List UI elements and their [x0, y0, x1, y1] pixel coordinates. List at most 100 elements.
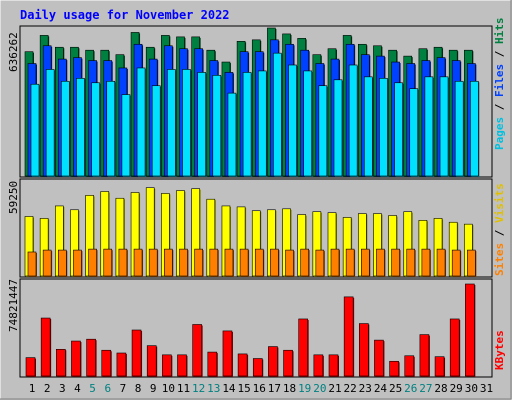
pages-bar-16 — [257, 70, 268, 177]
x-label-day-9: 9 — [150, 382, 157, 395]
sites-bar-14 — [224, 248, 234, 277]
legend-files: Files — [493, 64, 506, 97]
pages-bar-18 — [288, 64, 298, 177]
x-label-day-15: 15 — [237, 382, 250, 395]
chart-title: Daily usage for November 2022 — [20, 8, 230, 22]
pages-bar-7 — [121, 94, 131, 177]
sites-bar-2 — [42, 249, 53, 277]
sites-bar-27 — [421, 248, 431, 277]
pages-bar-24 — [379, 78, 389, 177]
sites-bar-4 — [73, 249, 83, 277]
x-label-day-19: 19 — [298, 382, 311, 395]
pages-bar-9 — [151, 85, 162, 177]
x-label-day-13: 13 — [207, 382, 220, 395]
pages-bar-20 — [318, 85, 328, 177]
kbytes-bar-20 — [313, 354, 324, 377]
kbytes-bar-14 — [222, 330, 233, 377]
x-label-day-3: 3 — [59, 382, 66, 395]
pages-bar-14 — [227, 92, 237, 177]
x-label-day-29: 29 — [450, 382, 463, 395]
kbytes-bar-10 — [162, 354, 173, 377]
kbytes-bars — [25, 283, 476, 377]
x-label-day-11: 11 — [177, 382, 190, 395]
legend-pages: Pages — [493, 117, 506, 150]
sites-bar-7 — [118, 248, 128, 277]
pages-bar-21 — [333, 79, 343, 177]
pages-bar-26 — [409, 88, 419, 177]
kbytes-bar-28 — [434, 356, 446, 377]
kbytes-bar-17 — [268, 346, 279, 377]
sites-bar-9 — [148, 248, 159, 277]
x-label-day-6: 6 — [104, 382, 111, 395]
kbytes-bar-8 — [131, 329, 143, 377]
hits-max-label: 636262 — [7, 32, 20, 72]
visits-max-label: 59250 — [7, 181, 20, 214]
pages-bar-2 — [45, 69, 56, 177]
sites-bar-11 — [179, 248, 189, 277]
x-label-day-16: 16 — [253, 382, 266, 395]
legend-hits: Hits — [493, 18, 506, 45]
pages-bar-22 — [348, 64, 359, 177]
x-label-day-1: 1 — [29, 382, 36, 395]
kbytes-bar-3 — [55, 349, 67, 377]
x-label-day-26: 26 — [404, 382, 417, 395]
kbytes-bar-18 — [283, 349, 294, 377]
legend-kbytes: KBytes — [493, 330, 506, 370]
x-label-day-27: 27 — [419, 382, 432, 395]
pages-bar-10 — [167, 69, 177, 177]
kbytes-bar-11 — [177, 354, 188, 377]
pages-bar-4 — [76, 78, 86, 177]
kbytes-bar-22 — [343, 296, 355, 377]
kbytes-bar-26 — [404, 355, 415, 377]
sites-bar-6 — [103, 248, 113, 277]
kbytes-bar-4 — [71, 340, 82, 377]
x-label-day-12: 12 — [192, 382, 205, 395]
sites-bar-10 — [164, 248, 174, 277]
pages-bar-25 — [394, 82, 404, 177]
pages-bar-6 — [106, 80, 116, 177]
kbytes-bar-5 — [86, 338, 97, 377]
x-label-day-10: 10 — [162, 382, 175, 395]
legend-sites: Sites — [493, 243, 506, 276]
pages-bar-11 — [182, 69, 192, 177]
sites-bar-20 — [315, 249, 325, 277]
x-label-day-20: 20 — [313, 382, 326, 395]
pages-bar-30 — [470, 80, 480, 177]
pages-bar-28 — [439, 76, 450, 177]
x-label-day-31: 31 — [480, 382, 493, 395]
pages-bar-5 — [91, 82, 101, 177]
legend-hits-files-pages: Pages / Files / Hits — [493, 18, 506, 151]
x-label-day-17: 17 — [268, 382, 281, 395]
x-label-day-21: 21 — [328, 382, 341, 395]
x-label-day-23: 23 — [359, 382, 372, 395]
sites-bar-3 — [57, 249, 68, 277]
sites-bar-5 — [88, 248, 98, 277]
legend-visits-sites: Sites / Visits — [493, 183, 506, 276]
kbytes-bar-25 — [389, 360, 400, 377]
x-label-day-2: 2 — [44, 382, 51, 395]
sites-bar-21 — [330, 248, 340, 277]
kbytes-bar-1 — [25, 357, 36, 377]
kbytes-bar-21 — [328, 354, 339, 377]
kbytes-bar-24 — [374, 339, 385, 377]
kbytes-bar-29 — [449, 318, 461, 377]
visits-sites-bars — [24, 187, 477, 277]
sites-bar-26 — [406, 248, 416, 277]
sites-bar-19 — [300, 248, 310, 277]
kbytes-bar-16 — [252, 358, 264, 377]
kbytes-bar-9 — [146, 345, 158, 377]
x-label-day-24: 24 — [374, 382, 388, 395]
sites-bar-28 — [436, 248, 447, 277]
pages-bar-12 — [197, 72, 207, 177]
kbytes-bar-23 — [358, 323, 370, 377]
x-label-day-28: 28 — [434, 382, 447, 395]
kbytes-bar-6 — [101, 349, 112, 377]
sites-bar-15 — [239, 248, 250, 277]
x-label-day-4: 4 — [74, 382, 81, 395]
kbytes-bar-27 — [419, 334, 430, 377]
sites-bar-16 — [254, 248, 265, 277]
kbytes-bar-19 — [298, 318, 309, 377]
x-label-day-8: 8 — [135, 382, 142, 395]
x-label-day-25: 25 — [389, 382, 402, 395]
